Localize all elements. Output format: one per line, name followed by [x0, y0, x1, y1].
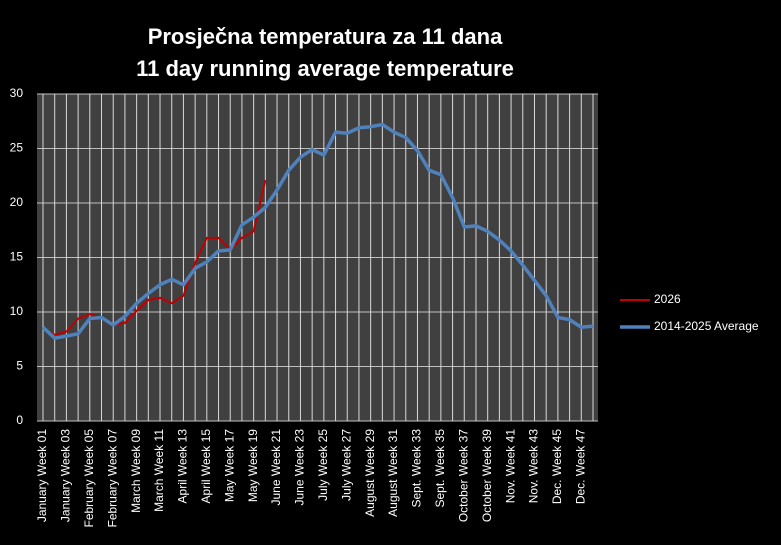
chart-title: Prosječna temperatura za 11 dana — [148, 24, 503, 49]
x-tick-label: February Week 07 — [105, 429, 119, 528]
y-tick-label: 25 — [10, 141, 24, 155]
y-tick-label: 20 — [10, 195, 24, 209]
x-tick-label: Nov. Week 43 — [527, 429, 541, 504]
x-tick-label: April Week 15 — [199, 429, 213, 504]
x-tick-label: Sept. Week 35 — [433, 429, 447, 508]
x-tick-label: April Week 13 — [176, 429, 190, 504]
y-tick-label: 15 — [10, 250, 24, 264]
x-tick-label: January Week 01 — [35, 429, 49, 522]
x-tick-label: January Week 03 — [59, 429, 73, 522]
legend-label: 2014-2025 Average — [654, 319, 759, 333]
x-tick-label: February Week 05 — [82, 429, 96, 528]
x-tick-label: October Week 39 — [480, 429, 494, 522]
x-tick-label: Dec. Week 47 — [573, 429, 587, 504]
x-tick-label: Nov. Week 41 — [503, 429, 517, 504]
x-tick-label: June Week 21 — [269, 429, 283, 506]
x-tick-label: August Week 29 — [363, 429, 377, 517]
x-tick-label: March Week 11 — [152, 429, 166, 512]
x-tick-label: October Week 37 — [456, 429, 470, 522]
y-tick-label: 10 — [10, 304, 24, 318]
chart-subtitle: 11 day running average temperature — [136, 56, 514, 81]
y-tick-label: 5 — [16, 359, 23, 373]
y-tick-label: 30 — [10, 86, 24, 100]
x-tick-label: July Week 27 — [339, 429, 353, 501]
legend-label: 2026 — [654, 292, 681, 306]
x-tick-label: June Week 23 — [293, 429, 307, 506]
x-tick-label: July Week 25 — [316, 429, 330, 501]
x-tick-label: May Week 19 — [246, 429, 260, 502]
x-tick-label: Sept. Week 33 — [410, 429, 424, 508]
y-tick-label: 0 — [16, 413, 23, 427]
x-tick-label: August Week 31 — [386, 429, 400, 517]
x-tick-label: May Week 17 — [222, 429, 236, 502]
series-line — [42, 179, 267, 336]
series-line — [41, 122, 594, 340]
x-tick-label: Dec. Week 45 — [550, 429, 564, 504]
x-tick-label: March Week 09 — [129, 429, 143, 513]
